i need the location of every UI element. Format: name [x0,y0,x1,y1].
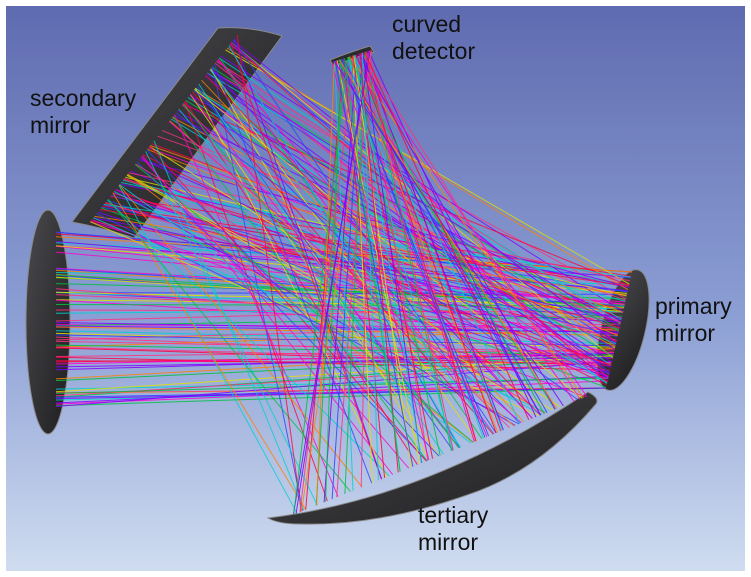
ray-primary-to-secondary [220,55,624,313]
ray-secondary-to-tertiary [112,192,307,510]
ray-primary-to-secondary [193,89,619,332]
ray-tertiary-to-detector [361,52,581,400]
ray-tertiary-to-detector [344,58,401,472]
ray-tertiary-to-detector [343,58,386,478]
ray-tertiary-to-detector [334,61,354,491]
ray-secondary-to-tertiary [153,140,305,511]
ray-primary-to-secondary [104,202,617,342]
ray-tertiary-to-detector [293,57,349,515]
ray-secondary-to-tertiary [107,199,390,477]
ray-secondary-to-tertiary [172,116,428,462]
ray-tertiary-to-detector [344,51,366,494]
ray-incoming [55,323,621,341]
ray-tertiary-to-detector [301,50,372,512]
ray-secondary-to-tertiary [234,38,383,480]
ray-secondary-to-tertiary [107,198,351,492]
ray-incoming [55,352,614,371]
ray-tertiary-to-detector [364,51,530,421]
ray-secondary-to-tertiary [184,100,418,465]
ray-tertiary-to-detector [353,55,441,456]
ray-tertiary-to-detector [362,52,423,464]
ray-incoming [55,267,626,303]
ray-secondary-to-tertiary [209,69,494,435]
ray-tertiary-to-detector [292,50,371,515]
ray-tertiary-to-detector [305,58,344,510]
ray-secondary-to-tertiary [118,184,363,488]
ray-bundles [55,34,633,515]
ray-primary-to-secondary [195,87,608,385]
ray-secondary-to-tertiary [145,151,318,506]
ray-tertiary-to-detector [335,60,488,437]
ray-primary-to-secondary [161,129,621,324]
ray-secondary-to-tertiary [93,217,548,413]
ray-primary-to-secondary [225,49,630,285]
ray-tertiary-to-detector [338,59,548,413]
ray-primary-to-secondary [125,176,627,297]
tertiary-mirror-label: tertiary mirror [418,502,489,555]
ray-primary-to-secondary [232,40,617,344]
ray-secondary-to-tertiary [230,43,382,480]
ray-tertiary-to-detector [349,56,584,399]
ray-secondary-to-tertiary [135,163,546,414]
left-mirror-shape [25,209,71,435]
ray-secondary-to-tertiary [192,91,494,435]
ray-tertiary-to-detector [361,52,504,431]
ray-secondary-to-tertiary [142,155,394,475]
ray-primary-to-secondary [147,148,618,336]
ray-secondary-to-tertiary [136,161,428,462]
ray-secondary-to-tertiary [141,156,410,469]
secondary-mirror-label: secondary mirror [30,85,137,138]
tertiary-mirror-shape [266,391,598,525]
ray-tertiary-to-detector [316,61,335,506]
ray-incoming [55,304,625,307]
ray-tertiary-to-detector [353,55,412,468]
ray-secondary-to-tertiary [115,189,516,426]
ray-secondary-to-tertiary [236,34,302,512]
primary-mirror-label: primary mirror [655,293,732,346]
ray-primary-to-secondary [230,42,608,383]
ray-incoming [55,347,612,366]
ray-tertiary-to-detector [354,55,423,463]
ray-primary-to-secondary [90,220,624,309]
ray-tertiary-to-detector [338,59,557,409]
ray-primary-to-secondary [185,99,614,357]
ray-secondary-to-tertiary [168,121,522,424]
ray-incoming [55,346,612,364]
ray-primary-to-secondary [209,69,621,327]
ray-secondary-to-tertiary [218,57,483,439]
ray-secondary-to-tertiary [134,164,474,443]
ray-secondary-to-tertiary [228,45,461,448]
ray-tertiary-to-detector [356,54,497,434]
ray-tertiary-to-detector [365,51,454,451]
ray-secondary-to-tertiary [149,145,427,462]
ray-secondary-to-tertiary [194,87,388,478]
ray-primary-to-secondary [183,102,615,350]
ray-secondary-to-tertiary [209,69,478,441]
ray-secondary-to-tertiary [189,94,439,457]
ray-tertiary-to-detector [361,52,379,481]
ray-tertiary-to-detector [325,59,342,502]
ray-tertiary-to-detector [334,60,414,467]
ray-tertiary-to-detector [333,61,564,407]
ray-incoming [55,387,607,400]
ray-secondary-to-tertiary [182,103,460,449]
ray-tertiary-to-detector [336,60,421,464]
ray-incoming [55,355,614,393]
ray-incoming [55,307,624,314]
ray-secondary-to-tertiary [205,74,541,416]
ray-secondary-to-tertiary [190,93,460,449]
ray-secondary-to-tertiary [127,173,553,411]
ray-tertiary-to-detector [299,55,355,513]
ray-tertiary-to-detector [360,50,371,488]
ray-primary-to-secondary [97,211,609,378]
ray-primary-to-secondary [128,172,631,282]
ray-secondary-to-tertiary [174,114,339,497]
ray-primary-to-secondary [110,195,632,277]
ray-incoming [55,387,607,407]
curved-detector-label: curved detector [392,11,476,64]
ray-secondary-to-tertiary [213,63,373,484]
